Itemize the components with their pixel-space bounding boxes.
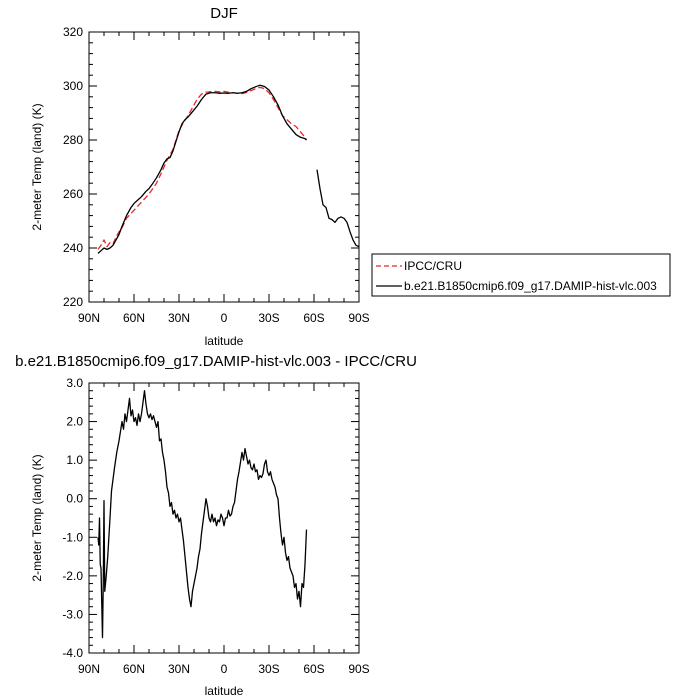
y-tick-label: 1.0 — [66, 453, 83, 467]
x-tick-label: 30N — [168, 662, 190, 676]
x-tick-label: 60N — [123, 662, 145, 676]
bottom-plot-frame — [88, 382, 360, 654]
bottom-xlabel: latitude — [205, 684, 244, 698]
y-tick-label: -1.0 — [62, 530, 83, 544]
legend-box — [371, 253, 671, 297]
x-tick-label: 90S — [348, 311, 369, 325]
model-line-seg-1 — [316, 169, 360, 248]
x-tick-label: 90N — [78, 662, 100, 676]
y-tick-label: -4.0 — [62, 646, 83, 660]
bottom-ylabel: 2-meter Temp (land) (K) — [30, 454, 44, 581]
panel-bottom: b.e21.B1850cmip6.f09_g17.DAMIP-hist-vlc.… — [15, 353, 417, 698]
top-plot-frame — [88, 31, 360, 303]
top-title: DJF — [210, 5, 238, 22]
x-tick-label: 30S — [258, 662, 279, 676]
y-tick-label: 0.0 — [66, 492, 83, 506]
bottom-plot-area — [97, 390, 308, 639]
x-tick-label: 90N — [78, 311, 100, 325]
x-tick-label: 0 — [221, 311, 228, 325]
x-tick-label: 60S — [303, 662, 324, 676]
y-tick-label: 3.0 — [66, 376, 83, 390]
y-tick-label: -2.0 — [62, 569, 83, 583]
model-line-seg-0 — [97, 390, 308, 639]
x-tick-label: 0 — [221, 662, 228, 676]
x-tick-label: 90S — [348, 662, 369, 676]
y-tick-label: 280 — [63, 133, 83, 147]
y-tick-label: 300 — [63, 79, 83, 93]
y-tick-label: 260 — [63, 187, 83, 201]
x-tick-label: 60S — [303, 311, 324, 325]
y-tick-label: 2.0 — [66, 415, 83, 429]
y-tick-label: 320 — [63, 25, 83, 39]
model-line-seg-0 — [97, 84, 307, 254]
top-plot-area — [97, 84, 360, 254]
top-axes: 90N 60N 30N 0 30S 60S 90S 220 240 260 280 300 320 — [63, 25, 370, 325]
x-tick-label: 60N — [123, 311, 145, 325]
bottom-axes: 90N 60N 30N 0 30S 60S 90S -4.0 -3.0 -2.0 -1.0 0.0 1.… — [62, 376, 369, 676]
legend: IPCC/CRU b.e21.B1850cmip6.f09_g17.DAMIP-… — [371, 253, 671, 297]
legend-label-model: b.e21.B1850cmip6.f09_g17.DAMIP-hist-vlc.… — [404, 279, 657, 293]
x-tick-label: 30N — [168, 311, 190, 325]
ipcc-cru-line-seg-0 — [97, 86, 308, 250]
x-tick-label: 30S — [258, 311, 279, 325]
top-xlabel: latitude — [205, 334, 244, 348]
y-tick-label: 220 — [63, 295, 83, 309]
legend-label-ipcc: IPCC/CRU — [404, 259, 462, 273]
y-tick-label: 240 — [63, 241, 83, 255]
y-tick-label: -3.0 — [62, 607, 83, 621]
top-ylabel: 2-meter Temp (land) (K) — [30, 103, 44, 230]
panel-top: DJF 90N 60N 30N 0 30S 60S 90S 220 240 260 280 300 32… — [30, 5, 370, 348]
bottom-title: b.e21.B1850cmip6.f09_g17.DAMIP-hist-vlc.… — [15, 353, 417, 370]
